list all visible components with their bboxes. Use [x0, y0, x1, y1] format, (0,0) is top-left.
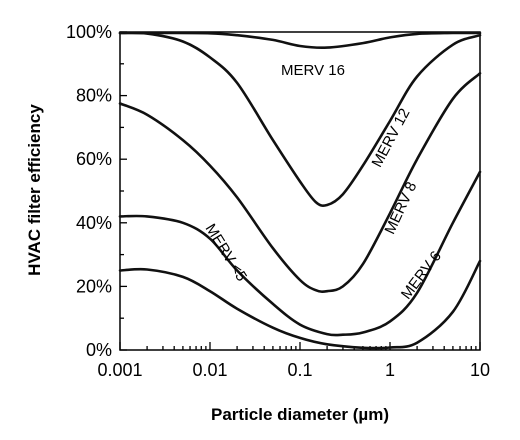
- plot-marks: 0% 20% 40% 60% 80% 100% 0.001 0.01 0.1 1 10 MERV 16…: [66, 22, 490, 380]
- y-tick-label: 20%: [76, 276, 112, 296]
- series-line-merv-8: [118, 72, 482, 293]
- series-line-merv-6: [118, 170, 482, 337]
- x-axis-title: Particle diameter (µm): [211, 405, 389, 424]
- x-tick-label: 10: [470, 360, 490, 380]
- series-line-merv-16: [118, 31, 482, 50]
- y-axis-title: HVAC filter efficiency: [25, 104, 44, 276]
- x-tick-label: 0.1: [287, 360, 312, 380]
- x-tick-label: 0.01: [192, 360, 227, 380]
- x-tick-label: 1: [385, 360, 395, 380]
- curve-label-merv-12: MERV 12: [369, 106, 414, 170]
- curve-label-merv-8: MERV 8: [381, 179, 420, 237]
- x-tick-label: 0.001: [97, 360, 142, 380]
- curve-label-merv-16: MERV 16: [281, 62, 345, 79]
- series-line-merv-5: [118, 259, 482, 350]
- y-tick-label: 80%: [76, 86, 112, 106]
- y-tick-label: 0%: [86, 340, 112, 360]
- plot-frame: [119, 31, 481, 351]
- y-tick-label: 40%: [76, 213, 112, 233]
- y-tick-label: 100%: [66, 22, 112, 42]
- curve-label-merv-6: MERV 6: [398, 248, 445, 303]
- y-tick-label: 60%: [76, 149, 112, 169]
- series-line-merv-12: [118, 31, 482, 208]
- curve-label-merv-5: MERV <5: [202, 221, 251, 285]
